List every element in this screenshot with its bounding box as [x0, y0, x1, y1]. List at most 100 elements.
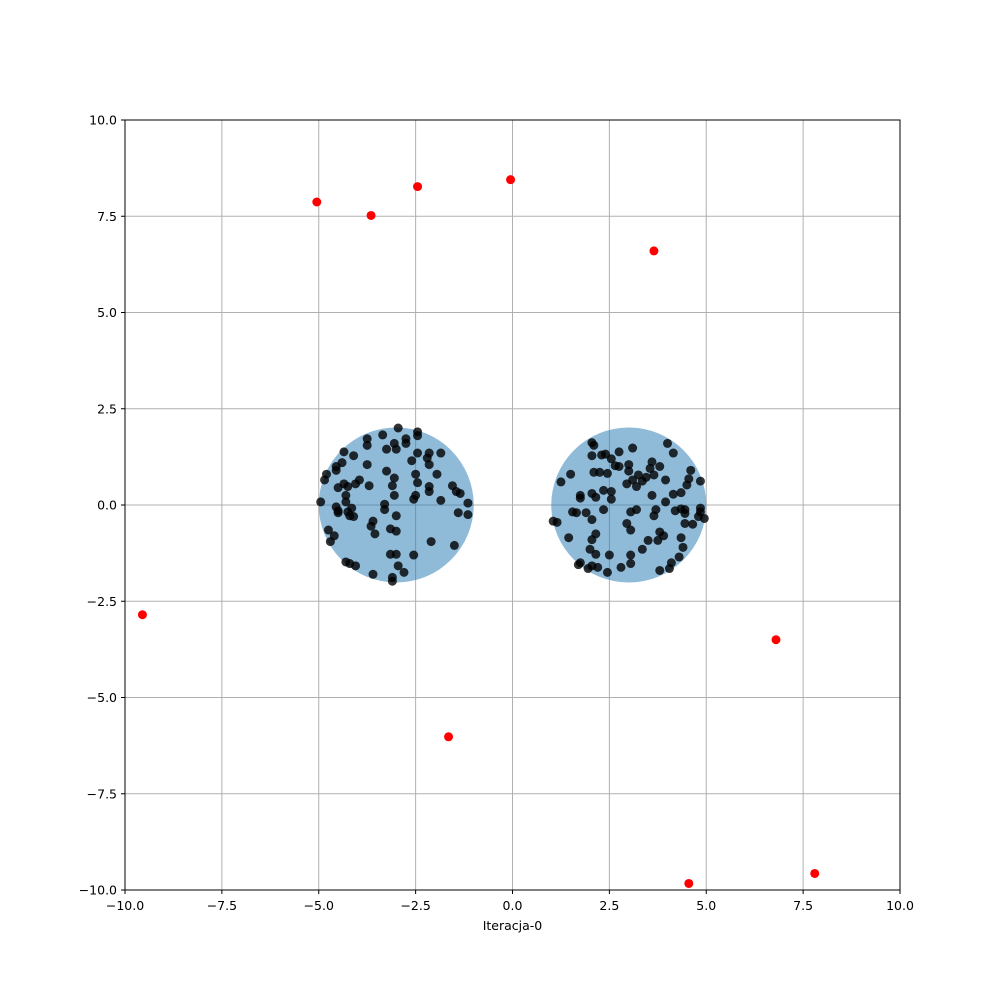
y-tick-label: −2.5 [87, 594, 117, 609]
cluster-point [436, 495, 446, 505]
cluster-point [362, 434, 372, 444]
cluster-point [413, 478, 423, 488]
cluster-point [413, 431, 423, 441]
cluster-point [564, 533, 574, 543]
cluster-point [387, 481, 397, 491]
cluster-point [389, 473, 399, 483]
cluster-point [626, 507, 636, 517]
cluster-point [362, 440, 372, 450]
cluster-point [655, 565, 665, 575]
x-tick-label: 5.0 [696, 898, 716, 913]
cluster-point [432, 469, 442, 479]
cluster-point [602, 468, 612, 478]
cluster-point [626, 550, 636, 560]
cluster-point [645, 463, 655, 473]
cluster-point [599, 505, 609, 515]
cluster-point [343, 482, 353, 492]
cluster-point [463, 498, 473, 508]
cluster-point [341, 497, 351, 507]
cluster-point [583, 564, 593, 574]
cluster-point [686, 465, 696, 475]
cluster-point [655, 462, 665, 471]
cluster-point [382, 444, 392, 454]
cluster-point [649, 470, 659, 480]
y-tick-label: −7.5 [87, 786, 117, 801]
cluster-point [449, 540, 459, 550]
y-tick-label: 10.0 [89, 113, 117, 128]
cluster-point [676, 488, 686, 498]
cluster-point [345, 511, 355, 521]
cluster-point [382, 466, 392, 476]
cluster-point [380, 505, 390, 515]
cluster-point [389, 490, 399, 500]
cluster-point [668, 489, 678, 499]
cluster-point [647, 490, 657, 500]
cluster-point [391, 526, 401, 536]
cluster-point [632, 482, 641, 492]
cluster-point [587, 515, 597, 525]
cluster-point [637, 544, 647, 554]
cluster-point [378, 430, 388, 440]
cluster-point [653, 535, 663, 545]
cluster-point [364, 481, 374, 491]
cluster-point [695, 476, 705, 486]
cluster-point [587, 451, 597, 461]
cluster-point [688, 519, 698, 529]
cluster-point [339, 447, 349, 457]
cluster-point [581, 508, 591, 518]
outlier-point [444, 732, 454, 742]
outlier-point [413, 182, 423, 192]
cluster-point [678, 542, 688, 552]
cluster-point [351, 561, 361, 571]
outlier-points [137, 175, 820, 888]
y-tick-label: 5.0 [97, 305, 117, 320]
cluster-point [643, 535, 653, 545]
cluster-point [387, 576, 397, 586]
cluster-point [599, 485, 609, 495]
outlier-point [771, 635, 781, 645]
cluster-point [597, 450, 607, 460]
outlier-point [649, 246, 659, 256]
cluster-point [670, 506, 680, 516]
cluster-point [680, 518, 690, 528]
cluster-point [325, 537, 335, 547]
x-axis-ticks: −10.0 −7.5 −5.0 −2.5 0.0 2.5 5.0 7.5 10.0 [106, 890, 914, 913]
x-tick-label: −2.5 [400, 898, 430, 913]
cluster-point [391, 444, 401, 454]
cluster-point [351, 479, 361, 489]
cluster-point [606, 454, 616, 464]
cluster-point [616, 562, 626, 572]
cluster-point [409, 550, 419, 560]
cluster-point [587, 535, 597, 545]
cluster-point [552, 517, 562, 527]
cluster-point [661, 475, 671, 485]
cluster-point [593, 562, 603, 572]
cluster-point [323, 525, 333, 535]
cluster-points [316, 423, 709, 586]
cluster-point [407, 456, 417, 466]
cluster-point [320, 475, 330, 485]
y-tick-label: 7.5 [97, 209, 117, 224]
cluster-point [589, 440, 599, 450]
cluster-point [341, 490, 351, 500]
cluster-point [661, 497, 671, 507]
cluster-point [626, 559, 636, 569]
cluster-point [333, 506, 343, 516]
outlier-point [366, 210, 376, 220]
cluster-point [591, 492, 601, 502]
cluster-point [622, 518, 632, 528]
y-tick-label: 0.0 [97, 498, 117, 513]
y-tick-label: −10.0 [79, 883, 117, 898]
x-tick-label: 7.5 [793, 898, 813, 913]
cluster-point [411, 469, 421, 479]
cluster-point [399, 567, 409, 577]
x-tick-label: 2.5 [599, 898, 619, 913]
cluster-point [622, 479, 632, 489]
cluster-point [680, 508, 690, 518]
outlier-point [684, 878, 694, 888]
cluster-point [424, 487, 434, 497]
cluster-point [624, 466, 634, 476]
cluster-point [556, 477, 566, 487]
outlier-point [506, 175, 516, 185]
cluster-point [676, 533, 686, 543]
